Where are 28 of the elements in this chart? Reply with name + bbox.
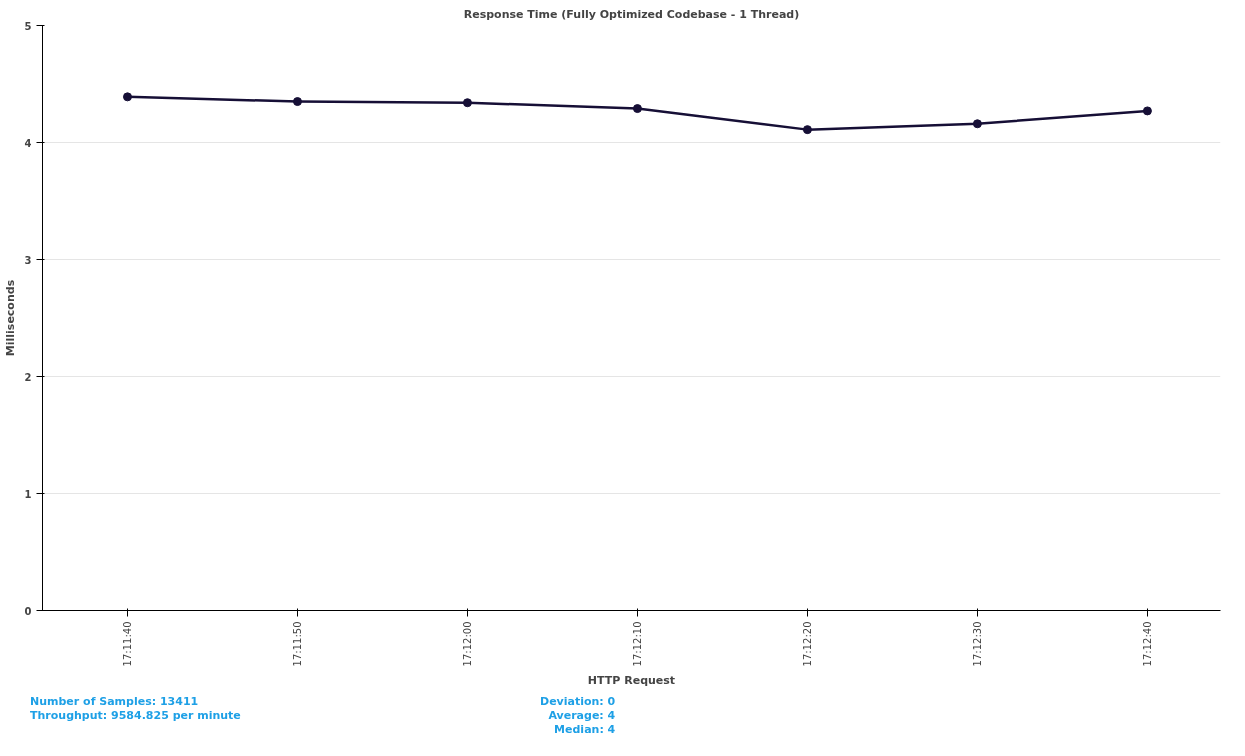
y-tick-label: 0 xyxy=(24,605,32,617)
chart-title: Response Time (Fully Optimized Codebase - 1 Thread) xyxy=(463,7,800,21)
text: Deviation: 0 xyxy=(540,695,616,708)
y-tick-label: 1 xyxy=(24,488,32,500)
text: Number of Samples: 13411 xyxy=(30,695,199,708)
point xyxy=(972,119,982,129)
x-tick-label: 17:11:50 xyxy=(291,621,303,667)
x-tick-label: 17:12:20 xyxy=(801,621,813,667)
x-axis-title: HTTP Request xyxy=(587,674,676,688)
text: Average: 4 xyxy=(548,709,616,722)
x-tick-label: 17:11:40 xyxy=(121,621,133,667)
point xyxy=(802,125,812,135)
point xyxy=(292,97,302,107)
point xyxy=(462,98,472,108)
point xyxy=(122,92,132,102)
x-tick-label: 17:12:00 xyxy=(461,621,473,667)
y-axis-title: Milliseconds xyxy=(3,279,17,357)
y-tick-label: 5 xyxy=(24,20,32,32)
y-tick-label: 4 xyxy=(24,137,32,149)
point xyxy=(632,104,642,114)
y-tick-label: 2 xyxy=(24,371,32,383)
x-tick-label: 17:12:40 xyxy=(1141,621,1153,667)
x-tick-label: 17:12:30 xyxy=(971,621,983,667)
x-tick-label: 17:12:10 xyxy=(631,621,643,667)
text: Throughput: 9584.825 per minute xyxy=(30,709,241,722)
y-tick-label: 3 xyxy=(24,254,32,266)
point xyxy=(1142,106,1152,116)
text: Median: 4 xyxy=(554,723,616,736)
